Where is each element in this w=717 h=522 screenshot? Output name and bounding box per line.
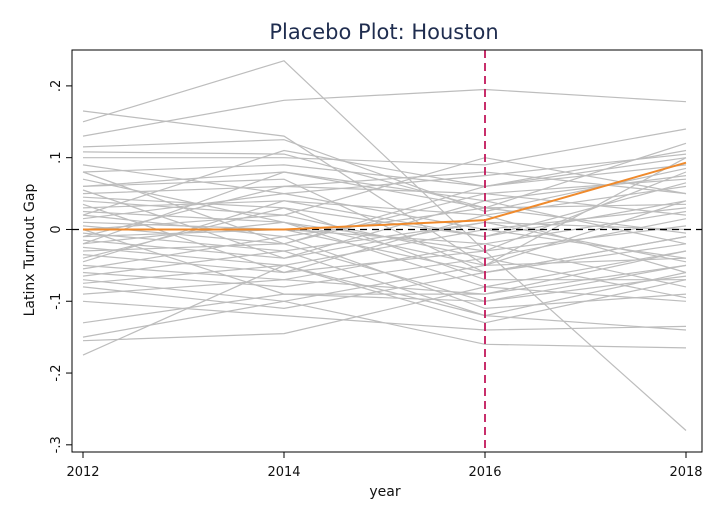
x-tick-label: 2014 [267,465,300,480]
y-tick-label: -.3 [49,436,64,453]
placebo-series-line-39 [82,300,687,349]
placebo-series-line-33 [82,257,687,302]
placebo-series-line-31 [82,257,687,299]
treated-series-line [83,161,687,231]
x-tick-label: 2012 [66,465,99,480]
placebo-series-line-38 [82,275,687,324]
x-axis-label: year [369,484,400,500]
y-axis-label: Latinx Turnout Gap [22,184,38,317]
placebo-series-line-48 [82,228,687,295]
chart-title: Placebo Plot: Houston [269,20,498,44]
placebo-series-line-3 [82,88,687,137]
placebo-series-line-37 [82,300,687,331]
y-tick-label: -.1 [49,293,64,310]
treated-series-group [83,161,687,231]
placebo-series-line-41 [82,264,687,356]
y-tick-label: .2 [49,80,64,92]
placebo-series-line-49 [82,171,687,245]
placebo-series-line-8 [82,157,687,188]
x-tick-label: 2018 [669,465,702,480]
x-tick-label: 2016 [468,465,501,480]
placebo-series-line-50 [82,189,687,263]
y-axis: .2 .1 0 -.1 -.2 -.3 [49,80,72,453]
placebo-series-group [82,60,687,431]
placebo-series-line-36 [82,250,687,295]
placebo-series-line-44 [82,149,687,216]
placebo-series-line-14 [82,185,687,216]
placebo-series-line-2 [82,60,687,431]
placebo-series-line-46 [82,203,687,274]
placebo-series-line-6 [83,128,687,166]
plot-frame [71,49,703,453]
reference-lines [72,50,702,452]
placebo-series-line-45 [82,171,687,238]
y-tick-label: .1 [49,151,64,163]
placebo-series-line-21 [82,221,687,252]
placebo-series-line-47 [82,200,687,263]
placebo-series-line-40 [82,286,687,342]
y-tick-label: 0 [49,225,64,233]
x-axis: 2012 2014 2016 2018 [66,452,703,480]
y-tick-label: -.2 [49,364,64,381]
